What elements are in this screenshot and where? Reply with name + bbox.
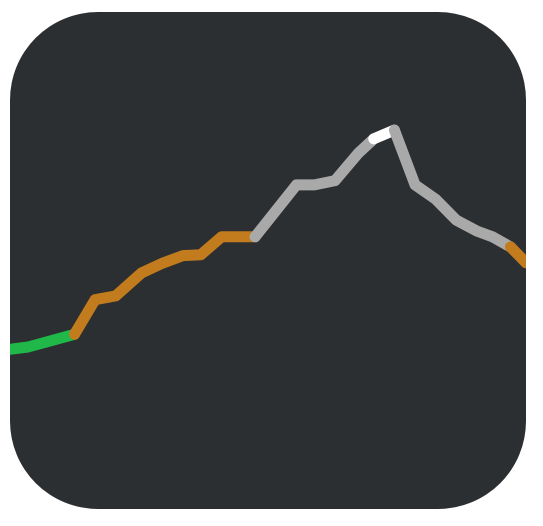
profile-segment-2	[249, 133, 380, 243]
profile-segment-1	[69, 231, 261, 340]
profile-segment-5	[505, 241, 526, 269]
icon-background	[10, 12, 526, 509]
profile-segment-0	[10, 328, 80, 355]
elevation-profile-line	[10, 124, 526, 355]
profile-segment-4	[388, 124, 516, 253]
